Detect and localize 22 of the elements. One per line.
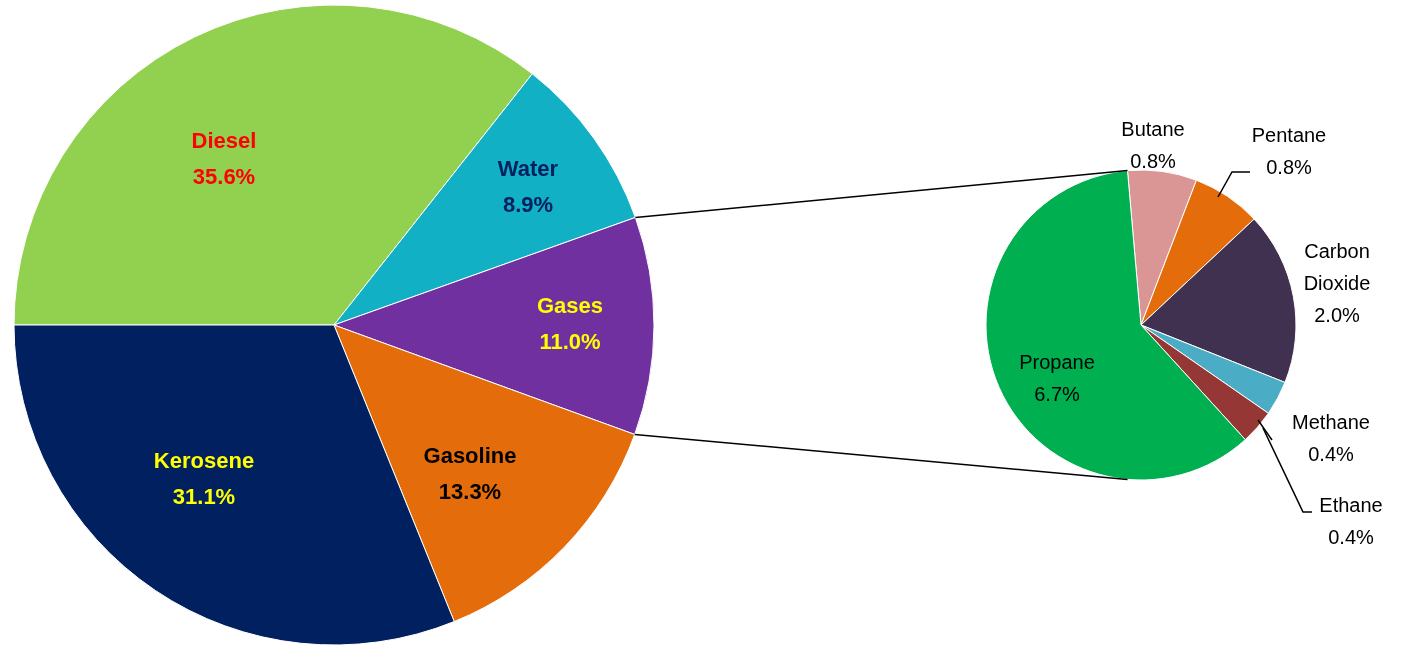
data-label: 0.4% [1308,443,1355,466]
data-label: 13.3% [438,478,502,504]
slice-label: Diesel [191,128,257,154]
slice-label: Carbon Dioxide [1303,240,1371,295]
data-label: 0.8% [1130,150,1177,173]
data-label: 6.7% [1034,383,1081,406]
slice-label: Methane [1292,411,1370,434]
data-label: 35.6% [192,163,256,189]
slice-label: Pentane [1251,124,1327,147]
data-label: 0.4% [1328,526,1375,549]
data-label: 11.0% [539,328,601,354]
slice-label: Butane [1121,118,1185,141]
slice-label: Ethane [1319,494,1383,517]
data-label: 8.9% [502,191,554,217]
data-label: 0.8% [1266,156,1313,179]
slice-label: Propane [1019,351,1095,374]
data-label: 2.0% [1314,304,1361,327]
data-label: 31.1% [172,483,236,509]
slice-label: Kerosene [153,448,255,474]
slice-label: Water [497,156,559,182]
slice-label: Gases [536,293,604,319]
slice-label: Gasoline [423,443,517,469]
